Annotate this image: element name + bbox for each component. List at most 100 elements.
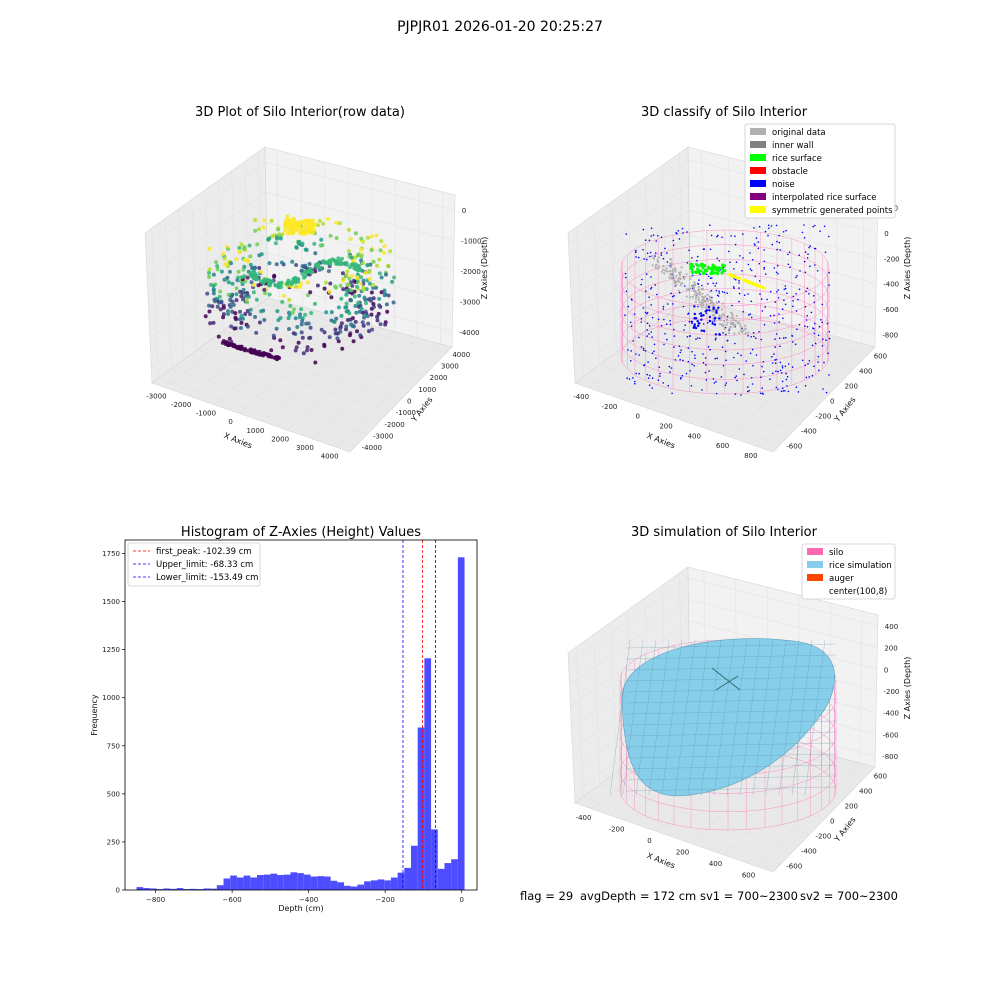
original-data-point [698, 301, 702, 304]
original-data-point [733, 323, 736, 326]
noise-point [786, 376, 789, 378]
noise-point [774, 362, 777, 365]
noise-point [726, 292, 728, 295]
noise-point [672, 244, 675, 246]
y-tick-label: 600 [874, 353, 887, 361]
original-data-point [678, 280, 681, 283]
data-point [305, 345, 310, 350]
data-point [266, 237, 271, 242]
original-data-point [701, 306, 704, 309]
original-data-point [701, 292, 704, 295]
y-tick-label: 4000 [452, 351, 470, 359]
noise-point [651, 336, 653, 338]
noise-point [787, 263, 790, 266]
data-point [228, 269, 232, 274]
data-point [375, 263, 379, 268]
data-point [324, 280, 328, 285]
noise-point [813, 301, 815, 304]
noise-point [795, 293, 797, 295]
data-point [313, 301, 317, 306]
grid-line [627, 189, 634, 341]
classify-legend: original data inner wall rice surface obsta… [744, 123, 896, 219]
data-point [333, 327, 338, 332]
original-data-point [669, 269, 672, 273]
data-point [361, 281, 366, 286]
noise-point [804, 325, 806, 327]
simulation-z-axis-label: Z Axies (Depth) [903, 657, 912, 720]
data-point [344, 273, 349, 278]
noise-point [759, 392, 762, 395]
data-point [238, 347, 243, 351]
noise-point [791, 335, 794, 337]
data-point [246, 259, 251, 264]
noise-point [693, 312, 696, 316]
data-point [384, 302, 389, 307]
noise-point [709, 277, 712, 280]
x-tick-label: 1000 [246, 427, 264, 435]
y-tick-label: -400 [801, 848, 817, 856]
noise-point [642, 347, 645, 350]
noise-point [817, 334, 820, 337]
noise-point [828, 337, 831, 340]
data-point [339, 321, 344, 326]
original-data-point [677, 289, 681, 292]
noise-point [718, 333, 721, 336]
legend-swatch [750, 154, 766, 161]
original-data-point [733, 325, 736, 328]
data-point [344, 288, 349, 293]
data-point [372, 304, 376, 309]
histogram-bar [277, 875, 284, 890]
noise-point [635, 249, 637, 252]
noise-point [734, 243, 737, 246]
grid-line [632, 340, 825, 400]
data-point [300, 228, 305, 233]
noise-point [652, 234, 655, 236]
x-tick-label: 400 [709, 860, 722, 868]
noise-point [731, 304, 733, 307]
noise-point [733, 356, 735, 359]
raw-plot-title: 3D Plot of Silo Interior(row data) [195, 105, 405, 120]
grid-line [574, 285, 691, 371]
data-point [329, 310, 334, 315]
original-data-point [688, 288, 691, 291]
noise-point [709, 248, 712, 251]
noise-point [717, 295, 720, 297]
noise-point [648, 384, 651, 387]
noise-point [784, 285, 787, 287]
noise-point [709, 224, 711, 226]
noise-point [823, 225, 826, 228]
noise-point [720, 376, 723, 378]
original-data-point [697, 298, 700, 301]
grid-line [568, 159, 689, 246]
original-data-point [709, 299, 713, 302]
data-point [304, 321, 309, 326]
x-tick-label: 800 [744, 452, 757, 460]
mesh-line [765, 639, 787, 796]
rice-surface-point [717, 269, 721, 273]
noise-point [667, 384, 670, 387]
x-tick-label: -1000 [196, 410, 216, 418]
data-point [335, 336, 340, 341]
grid-line [568, 577, 689, 664]
noise-point [740, 354, 742, 357]
grid-line [570, 209, 690, 296]
grid-line [661, 165, 667, 317]
noise-point [755, 337, 757, 340]
noise-point [803, 237, 806, 239]
data-point [305, 280, 310, 285]
data-point [242, 257, 247, 262]
noise-point [651, 352, 654, 355]
noise-point [739, 255, 741, 257]
rice-surface-point [716, 272, 719, 276]
data-point [365, 263, 370, 268]
data-point [271, 333, 276, 338]
legend-label: Upper_limit: -68.33 cm [156, 560, 253, 570]
data-point [325, 217, 330, 221]
data-point [360, 320, 365, 325]
data-point [365, 314, 370, 319]
data-point [363, 270, 368, 275]
noise-point [822, 388, 824, 390]
noise-point [783, 288, 786, 291]
noise-point [671, 392, 673, 395]
noise-point [749, 313, 751, 315]
